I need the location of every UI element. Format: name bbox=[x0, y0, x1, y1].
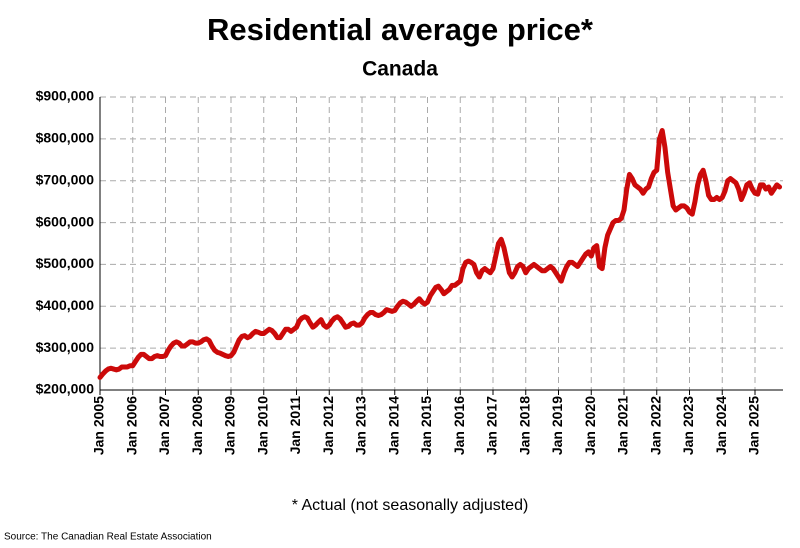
x-tick-label: Jan 2007 bbox=[156, 396, 172, 455]
x-tick-label: Jan 2010 bbox=[254, 396, 270, 455]
x-tick-label: Jan 2006 bbox=[123, 396, 139, 455]
x-tick-label: Jan 2008 bbox=[189, 396, 205, 455]
x-tick-label: Jan 2018 bbox=[516, 396, 532, 455]
footnote: * Actual (not seasonally adjusted) bbox=[292, 497, 529, 514]
chart-subtitle: Canada bbox=[362, 58, 438, 81]
y-tick-label: $900,000 bbox=[36, 88, 95, 104]
y-tick-label: $600,000 bbox=[36, 213, 95, 229]
y-tick-label: $200,000 bbox=[36, 381, 95, 397]
x-tick-label: Jan 2013 bbox=[353, 396, 369, 455]
x-tick-label: Jan 2014 bbox=[385, 396, 401, 455]
y-tick-label: $700,000 bbox=[36, 171, 95, 187]
x-tick-label: Jan 2025 bbox=[746, 396, 762, 455]
x-tick-label: Jan 2005 bbox=[91, 396, 107, 455]
x-tick-label: Jan 2019 bbox=[549, 396, 565, 455]
y-tick-label: $800,000 bbox=[36, 130, 95, 146]
x-tick-label: Jan 2023 bbox=[680, 396, 696, 455]
y-tick-label: $300,000 bbox=[36, 339, 95, 355]
price-line bbox=[97, 127, 783, 380]
x-tick-label: Jan 2016 bbox=[451, 396, 467, 455]
x-tick-label: Jan 2020 bbox=[582, 396, 598, 455]
x-tick-label: Jan 2017 bbox=[484, 396, 500, 455]
x-tick-label: Jan 2011 bbox=[287, 396, 303, 455]
x-tick-label: Jan 2021 bbox=[615, 396, 631, 455]
x-tick-label: Jan 2015 bbox=[418, 396, 434, 455]
source: Source: The Canadian Real Estate Associa… bbox=[4, 532, 212, 543]
y-tick-label: $400,000 bbox=[36, 297, 95, 313]
chart-title: Residential average price* bbox=[207, 12, 594, 47]
x-tick-label: Jan 2012 bbox=[320, 396, 336, 455]
x-tick-label: Jan 2009 bbox=[222, 396, 238, 455]
x-tick-label: Jan 2024 bbox=[713, 396, 729, 455]
y-tick-label: $500,000 bbox=[36, 255, 95, 271]
x-tick-label: Jan 2022 bbox=[647, 396, 663, 455]
